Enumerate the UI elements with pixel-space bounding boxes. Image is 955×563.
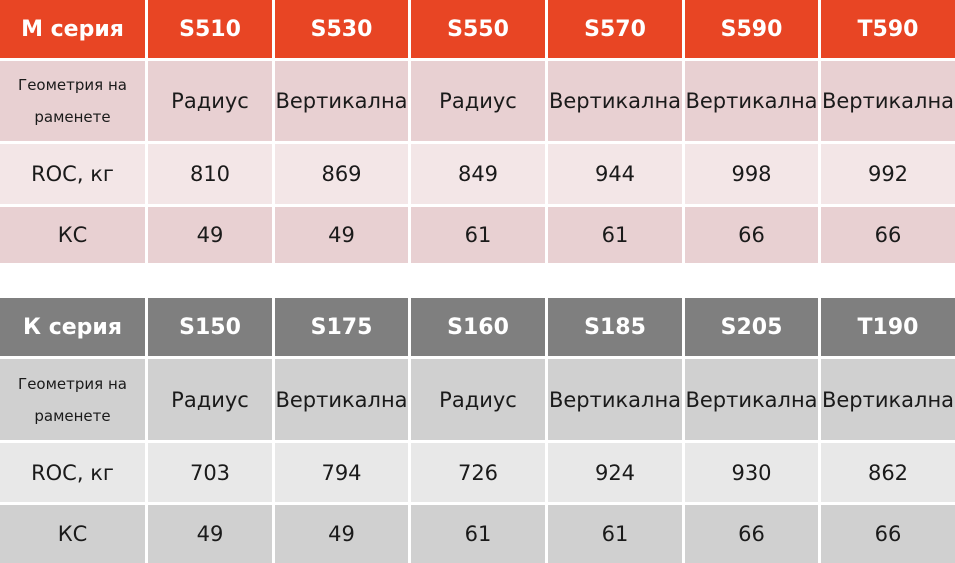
header-cell: К серия (0, 298, 145, 356)
header-cell: S590 (685, 0, 818, 58)
header-cell: S185 (548, 298, 682, 356)
header-cell: S150 (148, 298, 272, 356)
table-cell: 869 (275, 144, 408, 204)
table-cell: 61 (548, 207, 682, 263)
row-label: Геометрия на раменете (0, 359, 145, 440)
table-cell: Вертикална (275, 359, 408, 440)
table-cell: Вертикална (821, 359, 955, 440)
table-cell: 61 (411, 505, 545, 563)
table-cell: 49 (148, 505, 272, 563)
table-cell: Радиус (411, 61, 545, 141)
table-cell: 49 (148, 207, 272, 263)
header-cell: S570 (548, 0, 682, 58)
table-cell: Вертикална (821, 61, 955, 141)
table-cell: Вертикална (275, 61, 408, 141)
table-cell: 703 (148, 443, 272, 502)
table-cell: 810 (148, 144, 272, 204)
table-cell: 930 (685, 443, 818, 502)
table-cell: 944 (548, 144, 682, 204)
header-cell: S510 (148, 0, 272, 58)
table-cell: 924 (548, 443, 682, 502)
table-cell: 49 (275, 505, 408, 563)
table-cell: Вертикална (548, 61, 682, 141)
header-cell: S175 (275, 298, 408, 356)
table-cell: 61 (411, 207, 545, 263)
table-cell: 66 (685, 505, 818, 563)
table-cell: 66 (685, 207, 818, 263)
table-cell: Радиус (411, 359, 545, 440)
row-label: КС (0, 505, 145, 563)
row-label: ROC, кг (0, 144, 145, 204)
table-cell: Вертикална (685, 359, 818, 440)
row-label: ROC, кг (0, 443, 145, 502)
table-cell: 849 (411, 144, 545, 204)
table-cell: Радиус (148, 61, 272, 141)
table-cell: 49 (275, 207, 408, 263)
table-cell: 61 (548, 505, 682, 563)
table-cell: Радиус (148, 359, 272, 440)
table-cell: Вертикална (685, 61, 818, 141)
table-cell: 66 (821, 207, 955, 263)
table-cell: 66 (821, 505, 955, 563)
header-cell: М серия (0, 0, 145, 58)
table-cell: Вертикална (548, 359, 682, 440)
row-label: КС (0, 207, 145, 263)
table-cell: 992 (821, 144, 955, 204)
header-cell: S205 (685, 298, 818, 356)
header-cell: T190 (821, 298, 955, 356)
table-cell: 794 (275, 443, 408, 502)
header-cell: S160 (411, 298, 545, 356)
header-cell: T590 (821, 0, 955, 58)
header-cell: S530 (275, 0, 408, 58)
header-cell: S550 (411, 0, 545, 58)
table-cell: 998 (685, 144, 818, 204)
row-label: Геометрия на раменете (0, 61, 145, 141)
table-cell: 862 (821, 443, 955, 502)
table-cell: 726 (411, 443, 545, 502)
